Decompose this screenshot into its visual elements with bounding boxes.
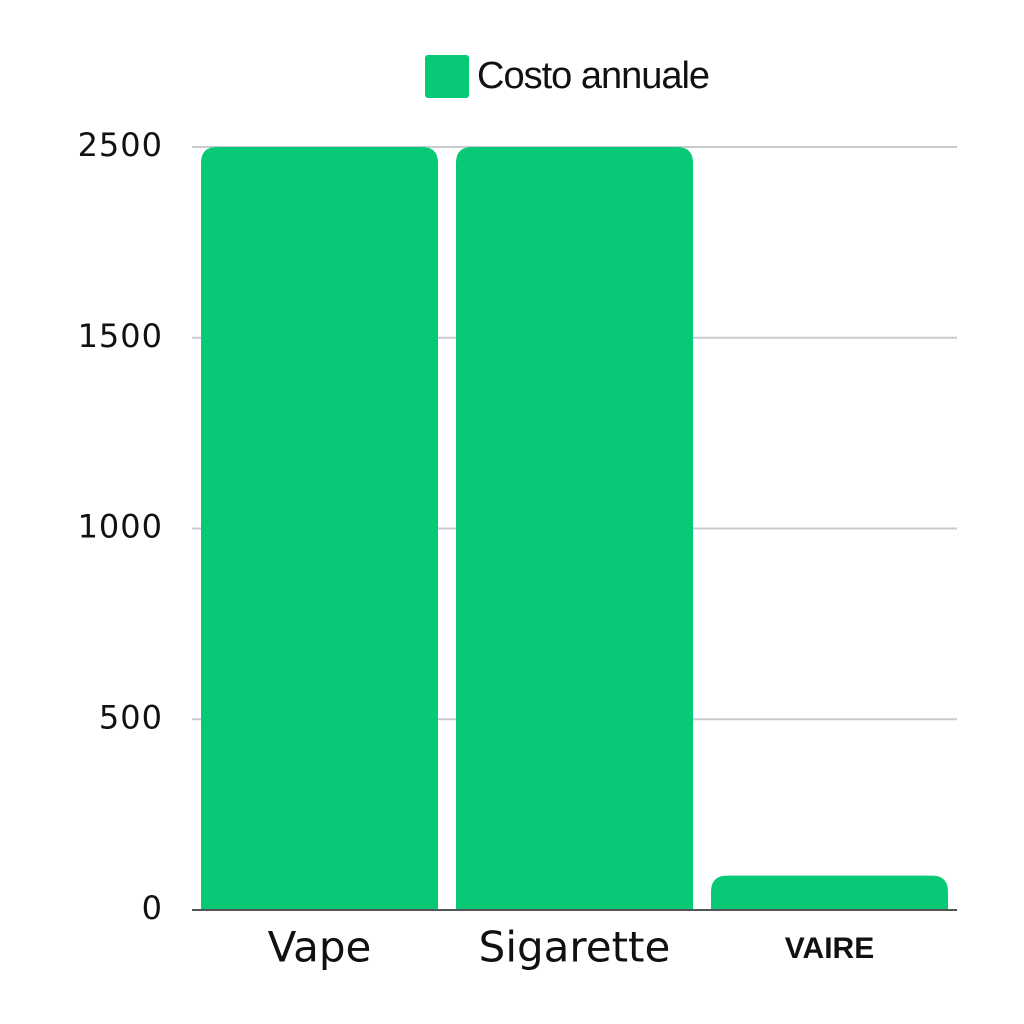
y-tick-label: 500 <box>99 698 163 736</box>
legend-swatch <box>425 55 469 98</box>
y-tick-label: 1500 <box>78 317 163 355</box>
x-tick-label: VAIRE <box>785 932 874 965</box>
bar <box>711 875 948 910</box>
legend-label: Costo annuale <box>477 55 709 97</box>
y-tick-label: 2500 <box>78 126 163 164</box>
x-tick-label: Vape <box>268 923 372 972</box>
x-tick-label: Sigarette <box>479 923 671 972</box>
y-tick-label: 1000 <box>78 508 163 546</box>
y-tick-label: 0 <box>142 889 163 927</box>
bar <box>201 147 438 910</box>
bar <box>456 147 693 910</box>
